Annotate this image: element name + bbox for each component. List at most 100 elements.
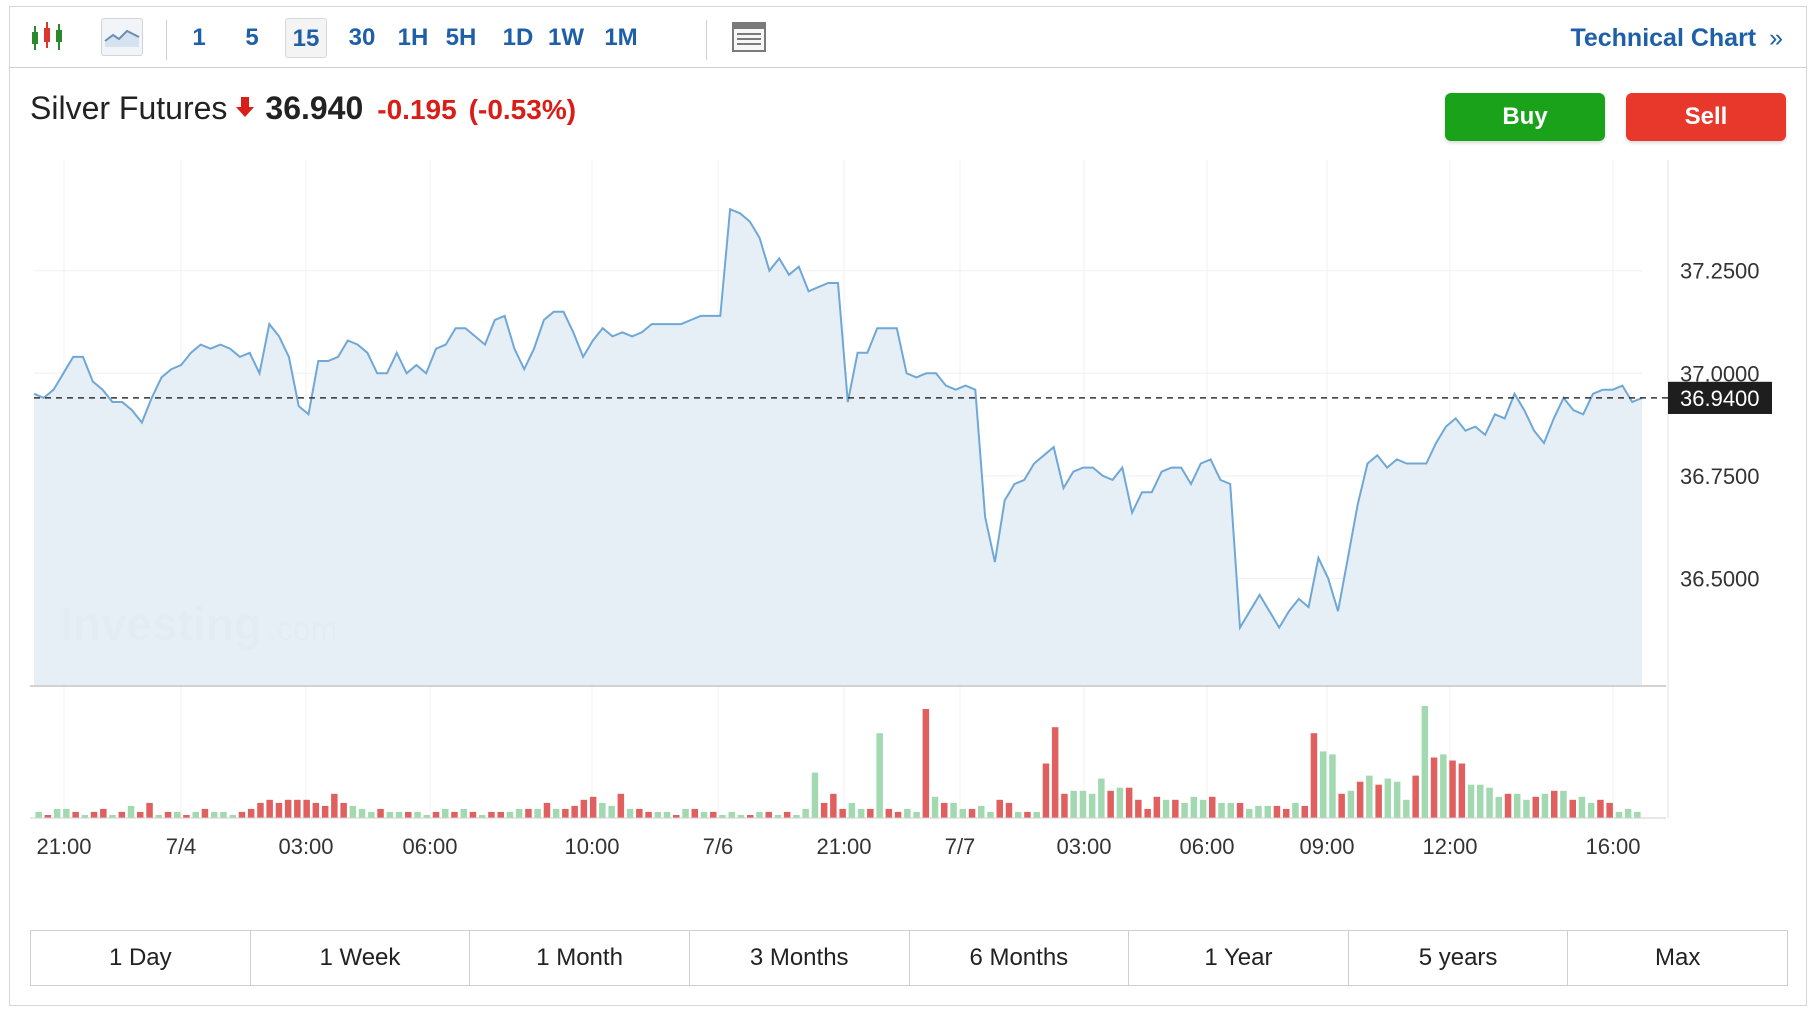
- technical-chart-label: Technical Chart: [1570, 24, 1757, 52]
- volume-bar: [1190, 796, 1198, 818]
- volume-bar: [164, 811, 172, 818]
- volume-bar: [904, 808, 911, 818]
- volume-bar: [100, 808, 107, 818]
- volume-bar: [867, 808, 874, 818]
- volume-bar: [839, 808, 846, 818]
- volume-bar: [395, 811, 403, 818]
- interval-15[interactable]: 15: [285, 18, 327, 58]
- volume-bar: [959, 808, 966, 818]
- range-1-month[interactable]: 1 Month: [470, 931, 690, 985]
- volume-bar: [266, 799, 273, 818]
- layout-icon[interactable]: [729, 18, 769, 56]
- technical-chart-link[interactable]: Technical Chart »: [1570, 24, 1783, 53]
- volume-bar: [155, 815, 162, 818]
- interval-5h[interactable]: 5H: [445, 24, 477, 51]
- volume-bar: [654, 811, 662, 818]
- volume-bar: [1587, 802, 1595, 818]
- volume-bar: [562, 808, 569, 818]
- interval-1[interactable]: 1: [192, 24, 206, 51]
- volume-bar: [1514, 793, 1521, 818]
- volume-bar: [423, 815, 430, 818]
- instrument-header: Silver Futures 36.940 -0.195 (-0.53%): [30, 90, 576, 127]
- volume-bar: [1569, 799, 1576, 818]
- volume-bar: [90, 811, 98, 818]
- x-tick-label: 06:00: [1179, 834, 1234, 859]
- candlestick-icon[interactable]: [27, 18, 67, 56]
- volume-bar: [1088, 793, 1096, 818]
- range-1-year[interactable]: 1 Year: [1129, 931, 1349, 985]
- volume-bar: [1375, 784, 1382, 818]
- volume-bar: [848, 802, 856, 818]
- x-tick-label: 21:00: [816, 834, 871, 859]
- volume-bar: [174, 811, 181, 818]
- volume-bar: [442, 808, 449, 818]
- volume-bar: [1042, 763, 1050, 818]
- volume-bar: [1495, 796, 1502, 818]
- price-chart[interactable]: Investing.com36.940037.250037.000036.750…: [0, 0, 1814, 900]
- volume-bar: [645, 811, 652, 818]
- range-6-months[interactable]: 6 Months: [910, 931, 1130, 985]
- volume-bar: [617, 793, 625, 818]
- x-tick-label: 16:00: [1585, 834, 1640, 859]
- volume-bar: [589, 796, 597, 818]
- volume-bar: [700, 811, 708, 818]
- volume-bar: [257, 802, 264, 818]
- price-change-percent: (-0.53%): [468, 94, 577, 125]
- x-tick-label: 21:00: [36, 834, 91, 859]
- volume-bar: [996, 799, 1003, 818]
- sell-button[interactable]: Sell: [1626, 93, 1786, 141]
- volume-bar: [479, 815, 486, 818]
- volume-bar: [146, 802, 153, 818]
- volume-bar: [1125, 787, 1133, 818]
- volume-bar: [469, 811, 477, 818]
- volume-bar: [414, 811, 421, 818]
- volume-bar: [238, 811, 246, 818]
- interval-1m[interactable]: 1M: [604, 24, 638, 51]
- range-max[interactable]: Max: [1655, 944, 1701, 971]
- interval-30[interactable]: 30: [348, 24, 376, 51]
- volume-bar: [719, 815, 726, 818]
- volume-bar: [830, 793, 837, 818]
- volume-bar: [1005, 802, 1013, 818]
- double-chevron-right-icon: »: [1769, 24, 1783, 52]
- interval-5[interactable]: 5: [245, 24, 259, 51]
- buy-button[interactable]: Buy: [1445, 93, 1605, 141]
- volume-bar: [1079, 790, 1087, 818]
- interval-1w[interactable]: 1W: [548, 24, 584, 51]
- volume-bar: [636, 808, 643, 818]
- volume-bar: [497, 811, 504, 818]
- area-chart-icon[interactable]: [101, 18, 143, 56]
- volume-bar: [922, 709, 930, 818]
- volume-bar: [1551, 790, 1558, 818]
- x-tick-label: 06:00: [402, 834, 457, 859]
- volume-bar: [1440, 754, 1447, 818]
- volume-bar: [229, 815, 236, 818]
- interval-1h[interactable]: 1H: [397, 24, 429, 51]
- price-change: -0.195: [377, 94, 457, 125]
- volume-bar: [1098, 778, 1105, 818]
- interval-1d[interactable]: 1D: [502, 24, 534, 51]
- x-tick-label: 12:00: [1422, 834, 1477, 859]
- down-arrow-icon: [235, 90, 255, 127]
- range-5-years[interactable]: 5 years: [1349, 931, 1569, 985]
- volume-bar: [1523, 799, 1530, 818]
- range-selector: 1 Day 1 Week 1 Month 3 Months 6 Months 1 Year…: [30, 930, 1788, 986]
- range-1-week[interactable]: 1 Week: [251, 931, 471, 985]
- volume-bar: [710, 811, 717, 818]
- volume-bar: [793, 815, 800, 818]
- volume-bar: [515, 808, 523, 818]
- volume-bar: [275, 802, 283, 818]
- volume-bar: [580, 799, 588, 818]
- volume-bar: [811, 772, 819, 818]
- volume-bar: [72, 811, 79, 818]
- last-price-label: 36.9400: [1680, 386, 1760, 411]
- volume-bar: [1356, 781, 1364, 818]
- range-1-day[interactable]: 1 Day: [31, 931, 251, 985]
- price-area-fill: [34, 209, 1642, 685]
- range-3-months[interactable]: 3 Months: [690, 931, 910, 985]
- last-price: 36.940: [265, 90, 364, 126]
- x-tick-label: 7/7: [945, 834, 976, 859]
- volume-bar: [1606, 802, 1613, 818]
- volume-bar: [1246, 808, 1253, 818]
- volume-bar: [978, 805, 985, 818]
